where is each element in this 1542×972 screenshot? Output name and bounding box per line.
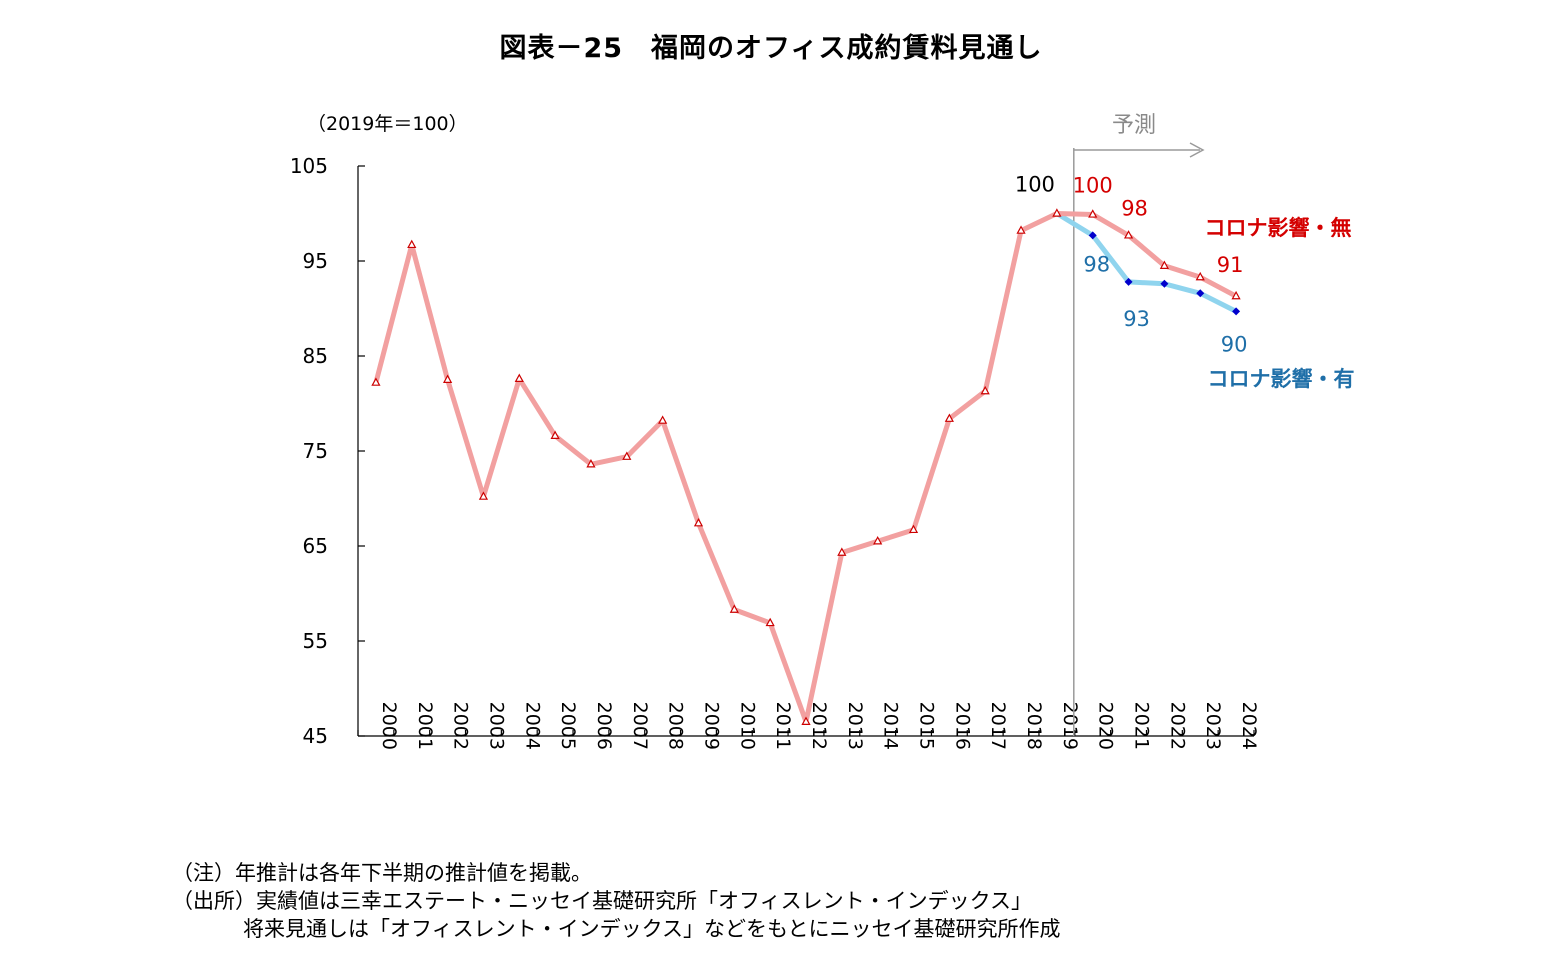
x-tick-label: 2014 [880, 702, 902, 750]
diamond-marker [1088, 231, 1097, 240]
triangle-marker [729, 604, 739, 613]
x-tick-label: 2004 [521, 702, 543, 750]
triangle-marker [1159, 260, 1170, 269]
triangle-marker [980, 385, 990, 395]
chart-axes: 45 55 65 75 85 95 105 2000 2001 2002 2003 2004 2005 2… [290, 113, 1260, 750]
data-label: 93 [1123, 307, 1150, 331]
x-tick-label: 2016 [951, 702, 973, 750]
series-line-1 [1054, 211, 1239, 314]
x-tick-label: 2008 [665, 702, 687, 750]
x-tick-label: 2012 [808, 702, 830, 750]
triangle-marker [944, 413, 954, 422]
legend-label-no-impact: コロナ影響・無 [1205, 216, 1352, 240]
diamond-marker [1160, 279, 1169, 288]
triangle-marker [765, 617, 775, 627]
diamond-marker [1232, 307, 1241, 316]
x-tick-label: 2006 [593, 702, 615, 750]
triangle-marker [801, 716, 811, 725]
data-label: 100 [1073, 173, 1113, 197]
triangle-marker [586, 459, 596, 468]
forecast-arrow-head [1189, 142, 1205, 158]
y-tick-label: 65 [303, 534, 328, 558]
series-line-0 [373, 211, 1239, 725]
x-tick-label: 2003 [485, 702, 507, 750]
triangle-marker [442, 374, 453, 383]
x-tick-label: 2024 [1238, 702, 1260, 750]
y-tick-label: 105 [290, 154, 328, 178]
x-tick-label: 2002 [450, 702, 472, 750]
x-tick-label: 2018 [1023, 702, 1045, 750]
triangle-marker [1123, 230, 1134, 239]
triangle-marker [371, 377, 381, 386]
x-tick-label: 2021 [1131, 702, 1153, 750]
chart-title: 図表－25 福岡のオフィス成約賃料見通し [499, 33, 1043, 64]
triangle-marker [622, 451, 632, 460]
x-tick-label: 2010 [736, 702, 758, 750]
note-text: （注）年推計は各年下半期の推計値を掲載。 [172, 861, 592, 885]
x-tick-label: 2015 [916, 702, 938, 750]
triangle-marker [1016, 225, 1026, 234]
triangle-marker [1231, 290, 1241, 300]
unit-label: （2019年＝100） [307, 113, 468, 135]
x-tick-label: 2005 [557, 702, 579, 750]
triangle-marker [1088, 209, 1098, 218]
y-tick-label: 55 [303, 629, 328, 653]
triangle-marker [514, 373, 524, 382]
y-tick-label: 45 [303, 724, 328, 748]
x-tick-label: 2007 [629, 702, 651, 750]
triangle-marker [1052, 208, 1062, 217]
source-text: （出所）実績値は三幸エステート・ニッセイ基礎研究所「オフィスレント・インデックス… [172, 889, 1032, 913]
x-tick-label: 2011 [772, 702, 794, 750]
data-label: 98 [1121, 196, 1148, 220]
source-text-2: 将来見通しは「オフィスレント・インデックス」などをもとにニッセイ基礎研究所作成 [243, 917, 1061, 941]
x-tick-label: 2001 [414, 702, 436, 750]
data-label: 100 [1015, 173, 1055, 197]
x-tick-label: 2023 [1202, 702, 1224, 750]
x-tick-label: 2013 [844, 702, 866, 750]
diamond-marker [1196, 289, 1205, 298]
triangle-marker [550, 430, 560, 439]
forecast-marker: 予測 [1073, 113, 1205, 736]
x-tick-label: 2009 [700, 702, 722, 750]
x-tick-label: 2019 [1059, 702, 1081, 750]
data-label: 98 [1083, 252, 1110, 276]
data-label: 91 [1217, 253, 1244, 277]
triangle-marker [693, 517, 704, 527]
triangle-marker [908, 524, 919, 534]
triangle-marker [407, 239, 417, 249]
y-tick-label: 75 [303, 439, 328, 463]
triangle-marker [1195, 271, 1205, 281]
triangle-marker [658, 415, 668, 424]
forecast-label: 予測 [1112, 113, 1156, 138]
y-tick-label: 85 [303, 344, 328, 368]
diamond-marker [1124, 277, 1133, 286]
triangle-marker [478, 491, 489, 500]
x-tick-label: 2000 [378, 702, 400, 750]
data-label: 90 [1221, 332, 1248, 356]
series-markers [371, 208, 1241, 725]
triangle-marker [837, 547, 847, 556]
data-labels: 100 100 98 91 98 93 90 [1015, 173, 1248, 357]
y-tick-label: 95 [303, 249, 328, 273]
legend-label-impact: コロナ影響・有 [1208, 367, 1355, 391]
x-tick-label: 2022 [1166, 702, 1188, 750]
x-tick-label: 2020 [1095, 702, 1117, 750]
series-lines [373, 211, 1239, 725]
x-tick-label: 2017 [987, 702, 1009, 750]
triangle-marker [873, 535, 883, 545]
